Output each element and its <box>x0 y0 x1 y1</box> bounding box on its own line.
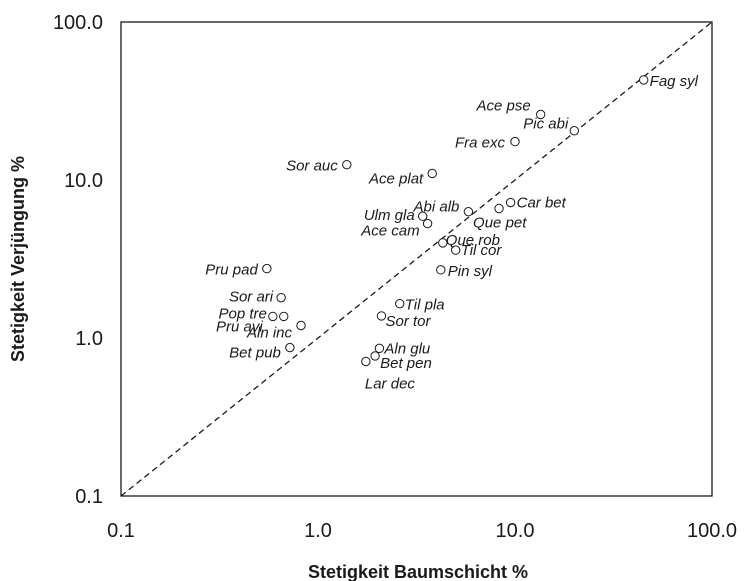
x-tick-label: 10.0 <box>496 520 535 542</box>
point-label: Lar dec <box>365 376 416 393</box>
data-point-pru-avi <box>279 311 289 322</box>
data-point-ace-pse <box>535 109 546 120</box>
point-label: Sor auc <box>286 158 338 175</box>
y-tick-label: 10.0 <box>64 170 103 192</box>
point-label: Til cor <box>461 242 503 259</box>
point-label: Sor ari <box>229 289 274 306</box>
x-tick-label: 100.0 <box>687 520 737 542</box>
data-point-pru-pad <box>262 263 272 274</box>
data-point-que-rob <box>438 238 448 248</box>
point-label: Ace cam <box>360 223 419 240</box>
point-label: Abi alb <box>413 199 460 216</box>
data-point-sor-auc <box>342 159 352 170</box>
point-label: Ace pse <box>475 97 530 114</box>
x-tick-label: 0.1 <box>107 520 135 542</box>
point-label: Pin syl <box>448 263 493 280</box>
data-point-abi-alb <box>463 207 474 217</box>
point-label: Pop tre <box>218 305 266 322</box>
point-label: Til pla <box>405 297 445 314</box>
data-point-que-pet <box>494 203 504 214</box>
point-label: Aln glu <box>383 340 431 357</box>
data-point-car-bet <box>505 197 516 208</box>
point-label: Bet pub <box>229 345 281 362</box>
y-axis-title: Stetigkeit Verjüngung % <box>8 156 28 362</box>
data-point-lar-dec <box>361 356 371 367</box>
data-point-ace-cam <box>422 218 433 229</box>
point-labels: Fag syl Ace pse Pic abi Fra exc Sor auc Ace p… <box>205 73 698 393</box>
point-label: Fra exc <box>455 135 506 152</box>
x-axis-ticks: 0.1 1.0 10.0 100.0 <box>107 520 737 542</box>
data-point-sor-ari <box>276 292 286 303</box>
point-label: Que rob <box>446 232 500 249</box>
data-point-bet-pen <box>370 351 380 361</box>
x-axis-title: Stetigkeit Baumschicht % <box>308 562 528 581</box>
y-tick-label: 1.0 <box>75 328 103 350</box>
point-label: Bet pen <box>380 355 432 372</box>
data-point-pop-tre <box>268 311 278 322</box>
y-axis-ticks: 0.1 1.0 10.0 100.0 <box>53 12 103 508</box>
data-point-til-cor <box>450 245 461 255</box>
data-point-pin-syl <box>436 265 446 275</box>
y-tick-label: 100.0 <box>53 12 103 34</box>
data-point-bet-pub <box>285 342 295 353</box>
data-point-sor-tor <box>376 311 387 321</box>
point-label: Pru avi <box>216 318 263 335</box>
point-label: Pru pad <box>205 262 258 279</box>
y-tick-label: 0.1 <box>75 486 103 508</box>
point-label: Ace plat <box>368 170 424 187</box>
point-label: Que pet <box>473 215 527 232</box>
reference-diagonal-line <box>120 21 713 497</box>
data-point-pic-abi <box>569 126 580 136</box>
point-label: Sor tor <box>385 313 431 330</box>
data-point-ace-plat <box>427 168 437 179</box>
data-point-til-pla <box>395 298 405 309</box>
point-label: Pic abi <box>523 116 569 133</box>
data-point-aln-glu <box>374 343 385 354</box>
point-label: Aln inc <box>246 324 293 341</box>
data-point-aln-inc <box>296 320 306 331</box>
point-label: Fag syl <box>650 73 699 90</box>
x-tick-label: 1.0 <box>304 520 332 542</box>
point-label: Ulm gla <box>364 207 415 224</box>
data-point-ulm-gla <box>418 211 428 221</box>
plot-frame <box>120 21 713 497</box>
data-point-fra-exc <box>510 136 520 147</box>
data-points <box>262 75 649 367</box>
point-label: Car bet <box>517 195 567 212</box>
data-point-fag-syl <box>638 75 649 85</box>
